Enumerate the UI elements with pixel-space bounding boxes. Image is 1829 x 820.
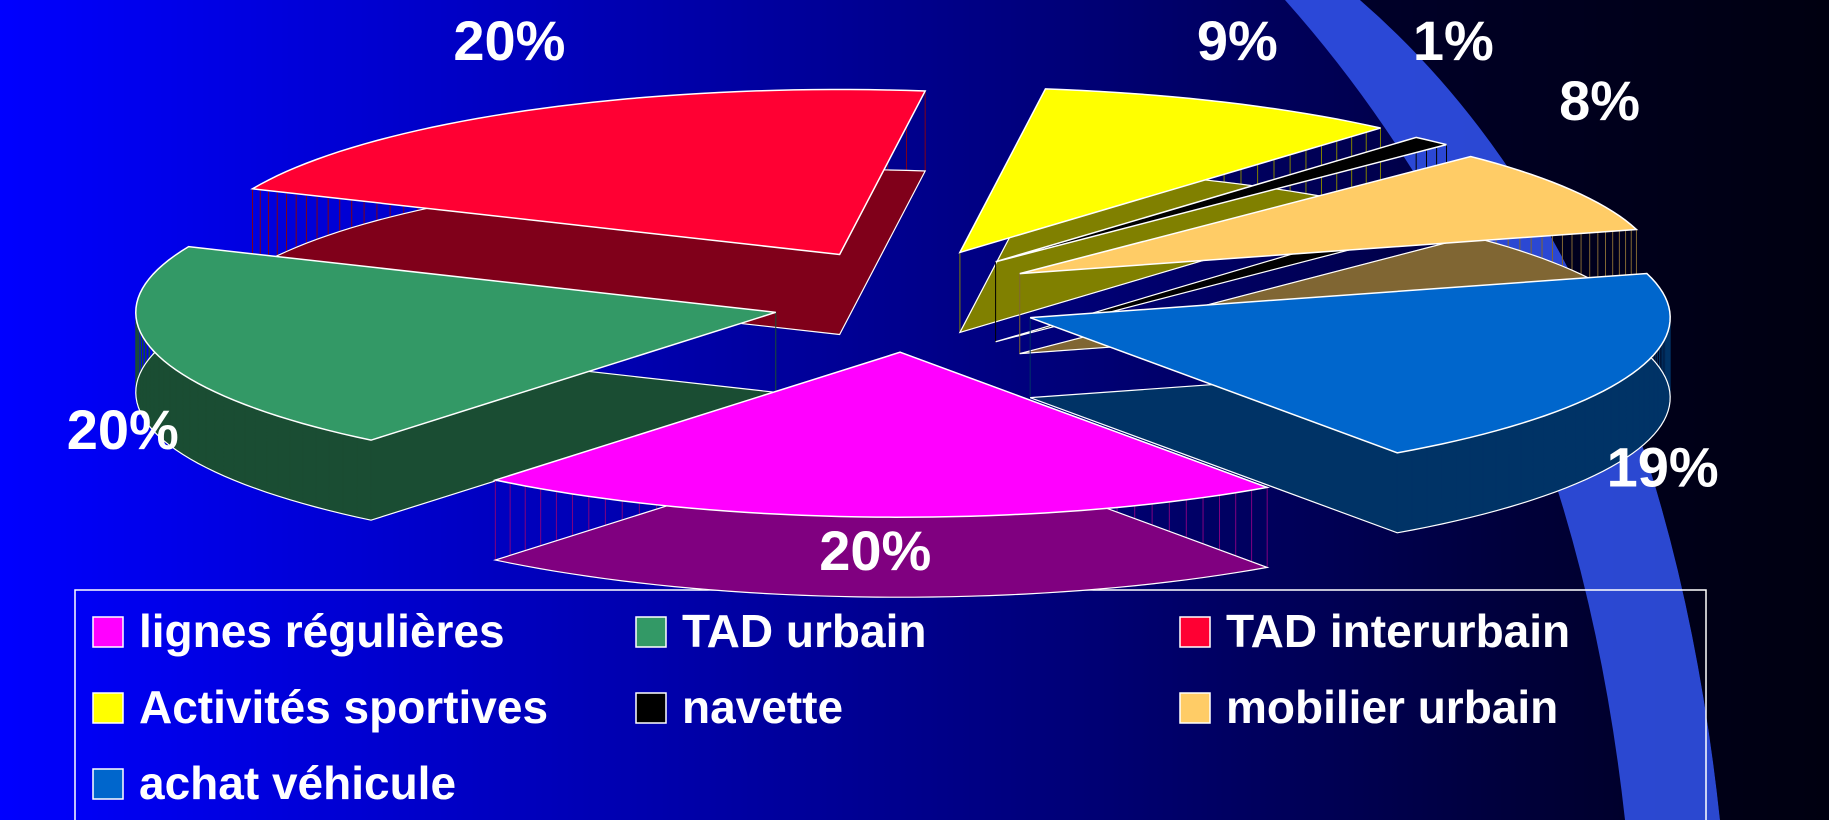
- percent-label: 1%: [1413, 9, 1494, 72]
- slice-bottom-edge: [135, 326, 776, 521]
- decor-swoosh: [1285, 0, 1720, 820]
- legend-label: lignes régulières: [139, 605, 505, 657]
- legend-swatch: [92, 616, 124, 648]
- decor-shade: [1360, 0, 1829, 820]
- percent-label: 20%: [67, 398, 179, 461]
- percent-label: 20%: [819, 519, 931, 582]
- legend-swatch: [635, 692, 667, 724]
- slice: [1029, 272, 1671, 454]
- legend-label: mobilier urbain: [1226, 681, 1558, 733]
- legend-label: navette: [682, 681, 843, 733]
- slice-bottom-edge: [1029, 352, 1671, 534]
- slice: [492, 351, 1271, 518]
- legend-label: achat véhicule: [139, 757, 456, 809]
- percent-label: 19%: [1607, 435, 1719, 498]
- slice: [135, 245, 776, 441]
- slice: [250, 88, 927, 256]
- legend-swatch: [92, 692, 124, 724]
- slice: [958, 88, 1381, 254]
- slice: [1019, 155, 1639, 275]
- percent-label: 8%: [1559, 69, 1640, 132]
- legend-label: Activités sportives: [139, 681, 548, 733]
- legend-label: TAD interurbain: [1226, 605, 1570, 657]
- legend-swatch: [635, 616, 667, 648]
- slice: [995, 136, 1447, 263]
- legend-swatch: [92, 768, 124, 800]
- percent-label: 20%: [453, 9, 565, 72]
- legend-swatch: [1179, 692, 1211, 724]
- percent-label: 9%: [1197, 9, 1278, 72]
- legend-label: TAD urbain: [682, 605, 926, 657]
- slice-bottom-edge: [492, 431, 1270, 598]
- legend-swatch: [1179, 616, 1211, 648]
